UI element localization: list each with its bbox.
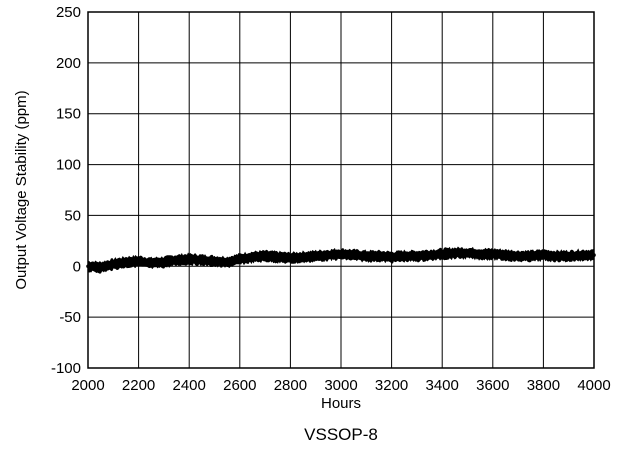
x-tick-label-6: 3200 bbox=[375, 377, 408, 394]
x-tick-label-1: 2200 bbox=[122, 377, 155, 394]
series-0-point-38 bbox=[566, 254, 571, 258]
y-tick-label-1: -50 bbox=[59, 309, 81, 326]
series-0-point-23 bbox=[377, 254, 381, 258]
series-0-point-37 bbox=[554, 254, 558, 258]
x-tick-label-0: 2000 bbox=[71, 377, 104, 394]
y-tick-label-4: 100 bbox=[56, 157, 81, 174]
y-tick-labels: -100 -50 0 50 100 150 200 250 bbox=[51, 4, 81, 377]
x-tick-label-3: 2600 bbox=[223, 377, 256, 394]
series-0-point-36 bbox=[541, 253, 546, 257]
series-0-point-26 bbox=[415, 254, 419, 258]
series-0-point-29 bbox=[453, 251, 457, 255]
series-0-point-16 bbox=[288, 256, 293, 260]
series-0-point-32 bbox=[491, 252, 495, 256]
series-0-point-10 bbox=[212, 259, 217, 264]
series-0-point-6 bbox=[162, 260, 166, 265]
series-0-point-12 bbox=[238, 257, 242, 261]
series-0-point-9 bbox=[200, 258, 204, 262]
x-tick-label-10: 4000 bbox=[577, 377, 610, 394]
series-0-point-1 bbox=[98, 265, 103, 270]
series-0-point-24 bbox=[389, 255, 394, 259]
series-0-point-22 bbox=[364, 254, 369, 258]
series-0-point-20 bbox=[339, 252, 343, 256]
y-tick-label-5: 150 bbox=[56, 106, 81, 123]
x-tick-label-9: 3800 bbox=[527, 377, 560, 394]
series-0-point-8 bbox=[187, 257, 191, 261]
series-0-point-3 bbox=[124, 260, 128, 265]
series-0-point-33 bbox=[503, 253, 508, 257]
y-tick-label-6: 200 bbox=[56, 55, 81, 72]
series-0-point-30 bbox=[465, 251, 470, 255]
x-tick-label-8: 3600 bbox=[476, 377, 509, 394]
y-tick-label-0: -100 bbox=[51, 360, 81, 377]
plot-frame bbox=[87, 11, 595, 369]
grid-lines bbox=[87, 11, 595, 369]
series-0-point-27 bbox=[427, 253, 432, 257]
y-tick-label-7: 250 bbox=[56, 4, 81, 21]
series-0-point-21 bbox=[351, 253, 356, 257]
series-0-point-18 bbox=[313, 254, 318, 258]
series-0-point-17 bbox=[301, 255, 305, 259]
x-axis-label: Hours bbox=[321, 395, 361, 412]
y-tick-label-3: 50 bbox=[64, 207, 81, 224]
series-0-point-39 bbox=[579, 253, 584, 257]
series-0-point-13 bbox=[250, 255, 255, 259]
series-0-point-25 bbox=[402, 254, 407, 258]
y-axis-label: Output Voltage Stability (ppm) bbox=[13, 90, 30, 289]
x-tick-label-4: 2800 bbox=[274, 377, 307, 394]
series-0-point-35 bbox=[528, 254, 533, 258]
series-0-point-31 bbox=[478, 252, 482, 256]
series-0-point-2 bbox=[111, 262, 116, 267]
series-0-point-4 bbox=[136, 259, 141, 264]
y-tick-label-2: 0 bbox=[73, 258, 81, 275]
x-tick-labels: 2000 2200 2400 2600 2800 3000 3200 3400 3600 3800… bbox=[71, 377, 610, 394]
series-0-point-5 bbox=[149, 261, 154, 266]
x-tick-label-7: 3400 bbox=[426, 377, 459, 394]
series-0-point-11 bbox=[225, 260, 229, 265]
x-tick-label-2: 2400 bbox=[173, 377, 206, 394]
series-0-point-19 bbox=[326, 253, 331, 257]
series-0-point-28 bbox=[440, 252, 445, 256]
chart-caption: VSSOP-8 bbox=[304, 425, 378, 444]
series-0-point-34 bbox=[516, 254, 520, 258]
x-tick-label-5: 3000 bbox=[324, 377, 357, 394]
series-0-point-15 bbox=[275, 255, 280, 259]
plot-series bbox=[86, 246, 596, 274]
series-0-point-7 bbox=[174, 258, 179, 262]
series-0-point-14 bbox=[263, 254, 267, 258]
